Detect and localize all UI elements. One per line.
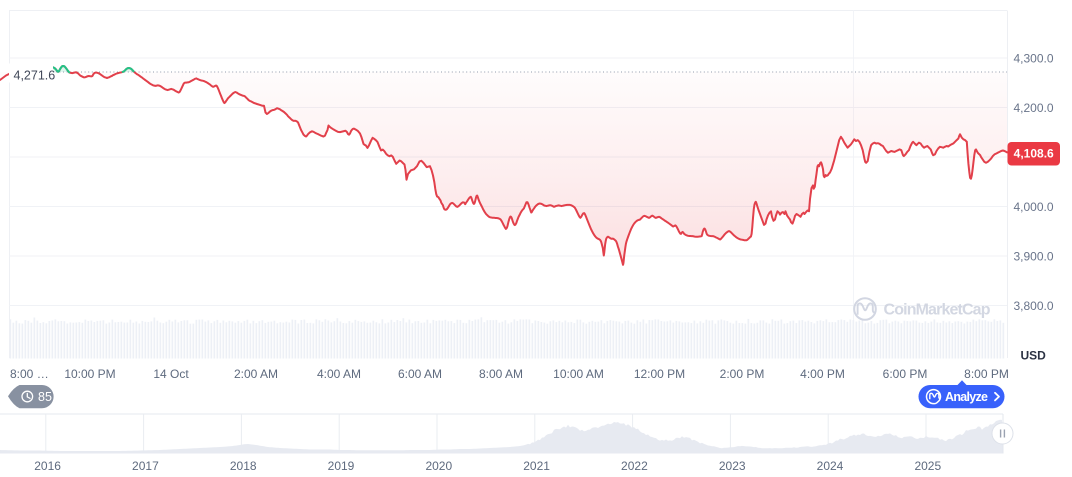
- svg-text:2018: 2018: [230, 459, 257, 473]
- svg-text:4:00 PM: 4:00 PM: [800, 367, 845, 381]
- svg-text:USD: USD: [1021, 349, 1047, 363]
- svg-text:12:00 PM: 12:00 PM: [634, 367, 685, 381]
- svg-text:CoinMarketCap: CoinMarketCap: [884, 302, 991, 319]
- svg-text:2016: 2016: [34, 459, 61, 473]
- svg-text:10:00 AM: 10:00 AM: [553, 367, 604, 381]
- svg-text:8:00 PM: 8:00 PM: [964, 367, 1009, 381]
- svg-text:4,271.6: 4,271.6: [14, 69, 56, 83]
- svg-text:85: 85: [38, 390, 52, 404]
- svg-text:2023: 2023: [719, 459, 746, 473]
- svg-text:6:00 PM: 6:00 PM: [883, 367, 928, 381]
- svg-text:2025: 2025: [914, 459, 941, 473]
- svg-text:4,000.0: 4,000.0: [1014, 200, 1054, 214]
- svg-text:10:00 PM: 10:00 PM: [64, 367, 115, 381]
- svg-text:2017: 2017: [132, 459, 159, 473]
- svg-text:8:00 AM: 8:00 AM: [479, 367, 523, 381]
- svg-text:3,800.0: 3,800.0: [1014, 299, 1054, 313]
- svg-text:6:00 AM: 6:00 AM: [398, 367, 442, 381]
- svg-text:3,900.0: 3,900.0: [1014, 250, 1054, 264]
- svg-text:Analyze: Analyze: [945, 390, 988, 404]
- svg-text:2020: 2020: [425, 459, 452, 473]
- svg-text:8:00 …: 8:00 …: [10, 367, 49, 381]
- svg-text:4,200.0: 4,200.0: [1014, 101, 1054, 115]
- svg-text:2:00 PM: 2:00 PM: [720, 367, 765, 381]
- svg-text:4,108.6: 4,108.6: [1014, 147, 1054, 161]
- svg-text:2024: 2024: [817, 459, 844, 473]
- svg-text:2019: 2019: [328, 459, 355, 473]
- svg-text:2022: 2022: [621, 459, 648, 473]
- svg-text:14 Oct: 14 Oct: [153, 367, 189, 381]
- svg-text:2021: 2021: [523, 459, 550, 473]
- svg-text:4:00 AM: 4:00 AM: [317, 367, 361, 381]
- svg-text:4,300.0: 4,300.0: [1014, 52, 1054, 66]
- svg-text:2:00 AM: 2:00 AM: [234, 367, 278, 381]
